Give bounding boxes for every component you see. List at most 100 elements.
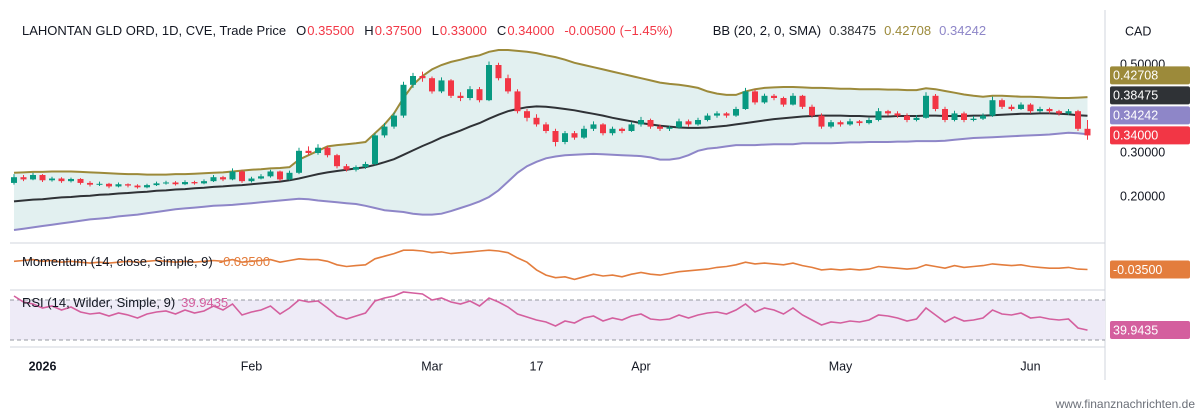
price-tag-label: 0.42708	[1113, 69, 1158, 83]
candle-body	[267, 171, 274, 177]
candle-body	[695, 120, 701, 125]
candle-body	[666, 127, 673, 129]
candle-body	[11, 177, 17, 183]
legend-key: O	[296, 23, 307, 38]
candle-body	[353, 167, 359, 170]
candle-body	[980, 115, 986, 119]
candle-body	[951, 113, 958, 120]
candle-body	[277, 171, 283, 180]
candle-body	[856, 121, 863, 124]
candle-body	[676, 121, 682, 128]
candle-body	[258, 176, 264, 179]
candle-body	[182, 182, 188, 185]
x-tick-label: Mar	[421, 359, 443, 373]
main-legend: LAHONTAN GLD ORD, 1D, CVE, Trade Price O 0…	[22, 23, 994, 38]
rsi-legend: RSI (14, Wilder, Simple, 9) 39.9435	[22, 295, 232, 310]
candle-body	[638, 120, 644, 125]
candle-body	[961, 113, 967, 120]
band-line	[13, 49, 1088, 176]
candle-body	[305, 150, 312, 153]
candle-body	[343, 166, 350, 170]
legend-value: 0.33000	[439, 23, 487, 38]
candle-body	[448, 80, 454, 96]
candle-body	[543, 124, 549, 131]
price-tag	[1110, 106, 1190, 125]
price-tag	[1110, 126, 1190, 145]
candle-body	[172, 182, 179, 185]
candle-body	[96, 183, 103, 185]
x-tick-label: 2026	[29, 359, 57, 373]
candle-body	[438, 80, 445, 92]
candle-body	[410, 76, 416, 85]
candle-body	[163, 182, 169, 184]
candle-body	[885, 111, 891, 114]
legend-value: 0.35500	[307, 23, 355, 38]
legend-value: 0.37500	[374, 23, 422, 38]
candle-body	[87, 182, 93, 185]
candle-body	[752, 91, 758, 103]
candle-body	[723, 113, 730, 116]
candle-body	[571, 133, 578, 138]
candle-body	[106, 183, 112, 187]
candle-body	[296, 150, 302, 173]
candle-body	[704, 115, 711, 120]
candle-body	[77, 178, 84, 183]
candle-body	[324, 147, 331, 156]
candle-body	[486, 65, 492, 101]
candle-body	[581, 128, 587, 138]
candle-body	[514, 91, 521, 112]
candle-body	[942, 109, 948, 120]
candle-body	[334, 155, 340, 167]
candle-body	[780, 98, 787, 105]
candle-body	[714, 113, 720, 116]
candle-body	[619, 128, 625, 131]
candle-body	[125, 184, 131, 186]
candle-body	[847, 121, 853, 125]
candle-body	[210, 177, 217, 182]
legend-title: Momentum (14, close, Simple, 9)	[22, 254, 213, 269]
candle-body	[609, 128, 616, 134]
candle-body	[552, 131, 559, 142]
candle-body	[1065, 111, 1072, 114]
candle-body	[58, 178, 65, 182]
candle-body	[68, 178, 74, 182]
candle-body	[600, 124, 606, 134]
candle-body	[685, 121, 692, 125]
candle-body	[1046, 109, 1053, 112]
price-tag	[1110, 86, 1190, 105]
candle-body	[799, 95, 806, 107]
candle-body	[30, 175, 36, 180]
candle-body	[733, 109, 739, 116]
candle-body	[562, 133, 568, 142]
candle-body	[913, 117, 920, 120]
level-fill	[10, 300, 1105, 340]
candle-body	[1084, 128, 1091, 136]
legend-change: -0.00500	[564, 23, 616, 38]
candle-body	[989, 100, 996, 116]
legend-value: -0.03500	[218, 254, 271, 269]
candle-body	[39, 175, 46, 181]
candle-body	[657, 126, 663, 129]
price-tag-label: -0.03500	[1113, 263, 1162, 277]
candle-body	[505, 78, 511, 92]
candle-body	[476, 89, 483, 101]
candle-body	[115, 184, 122, 187]
candle-body	[315, 147, 321, 153]
candle-body	[771, 95, 777, 98]
candle-body	[400, 84, 407, 116]
candle-body	[970, 118, 977, 120]
candle-body	[1018, 104, 1024, 109]
candle-body	[201, 181, 207, 184]
candle-body	[381, 126, 388, 136]
price-tag-label: 0.34242	[1113, 109, 1158, 123]
candle-body	[875, 111, 882, 120]
price-tag-label: 0.38475	[1113, 89, 1158, 103]
candle-body	[191, 182, 198, 184]
candle-body	[20, 177, 27, 180]
candle-body	[818, 115, 825, 127]
candle-body	[894, 113, 901, 116]
candle-body	[362, 164, 369, 168]
currency: CAD	[1125, 24, 1151, 38]
